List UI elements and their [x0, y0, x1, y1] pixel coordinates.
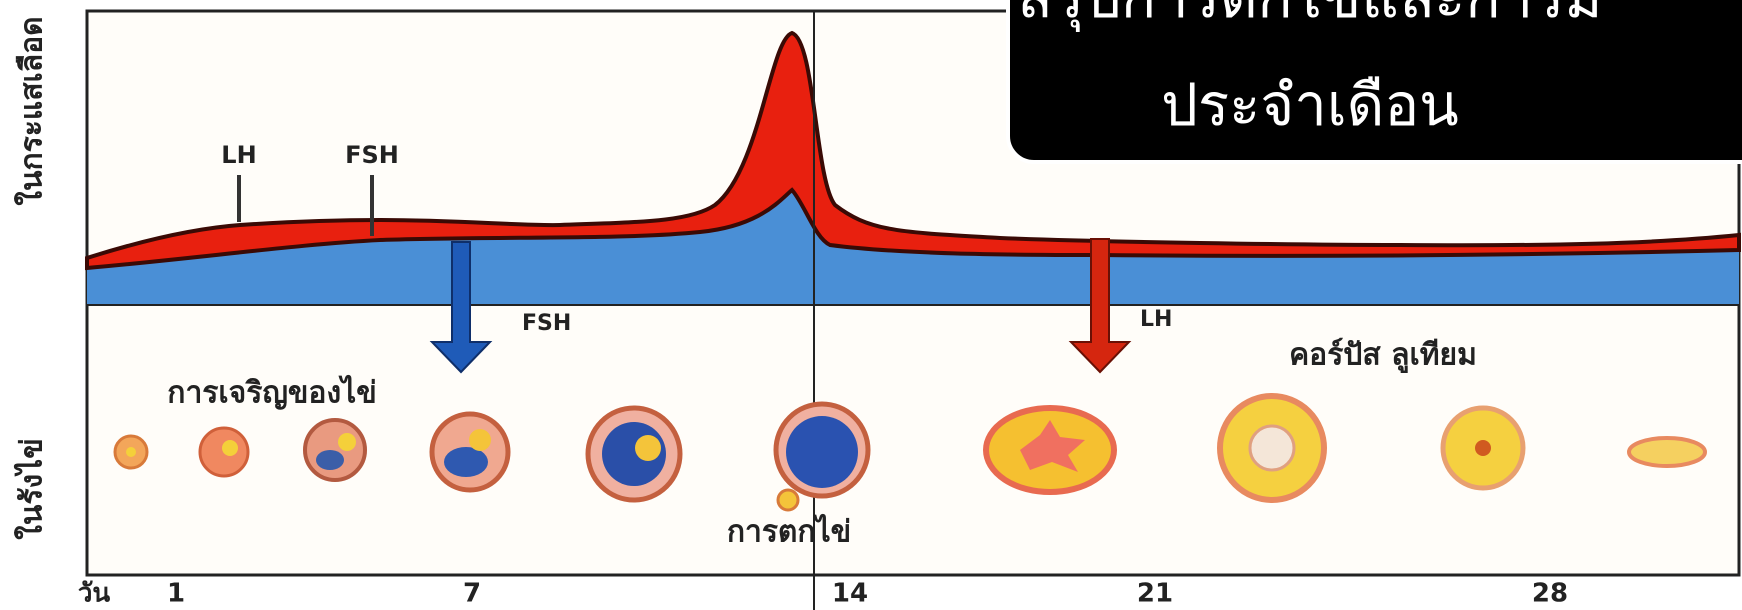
corpus-albicans	[1627, 436, 1707, 468]
blue-area	[87, 190, 1739, 305]
day-tick-label: 21	[1137, 579, 1173, 609]
day-axis-label: วัน	[78, 579, 111, 609]
blood-axis-label: ในกระแสเลือด	[14, 16, 50, 205]
fsh-label: FSH	[345, 141, 399, 169]
fsh-arrow	[429, 241, 493, 374]
corpus-luteum-label: คอร์ปัส ลูเทียม	[1289, 338, 1477, 374]
day-tick-label: 14	[832, 579, 868, 609]
lh-arrow	[1068, 238, 1132, 374]
follicle-label: การเจริญของไข่	[167, 375, 376, 411]
title-box	[1006, 0, 1742, 164]
ovulation-label: การตกไข่	[727, 514, 851, 550]
lh-arrow-label: LH	[1140, 307, 1172, 332]
day-tick-label: 1	[167, 579, 185, 609]
oocyte	[338, 433, 356, 451]
ovary-axis-label: ในรังไข่	[14, 438, 50, 540]
antrum	[786, 416, 858, 488]
antrum	[316, 450, 344, 470]
lh-label: LH	[221, 141, 256, 169]
antrum	[444, 447, 488, 477]
released-oocyte	[776, 488, 800, 512]
oocyte	[469, 429, 491, 451]
corpus-core	[1248, 424, 1296, 472]
day-tick-label: 28	[1532, 579, 1568, 609]
oocyte	[222, 440, 238, 456]
title-line-2: ประจำเดือน	[1161, 71, 1459, 139]
ovary-stages	[113, 393, 1707, 512]
corpus-core	[1475, 440, 1491, 456]
title-line-1: สรุปการตกไข่และการมี	[1018, 0, 1603, 33]
hormone-band	[85, 30, 1741, 271]
oocyte	[126, 447, 136, 457]
follicle	[303, 418, 367, 482]
fsh-arrow-label: FSH	[522, 311, 571, 336]
corpus-core	[1020, 420, 1085, 472]
oocyte	[635, 435, 661, 461]
day-tick-label: 7	[463, 579, 481, 609]
day-ticks: 1 7 14 21 28	[167, 579, 1568, 609]
